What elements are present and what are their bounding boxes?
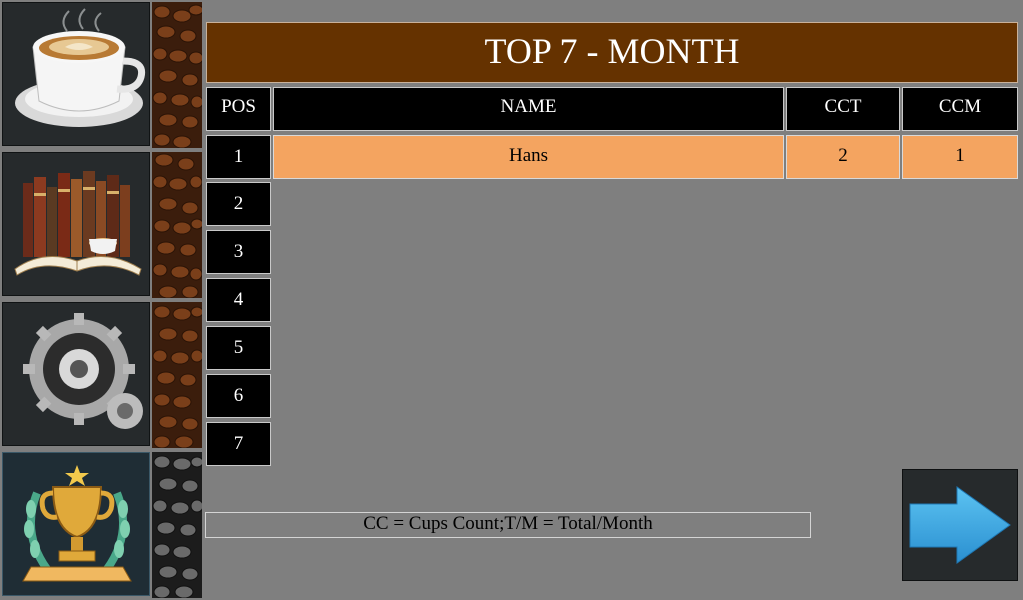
coffee-beans-strip [152,452,202,598]
coffee-nav-button[interactable] [2,2,150,146]
position-cell: 5 [206,326,271,370]
settings-nav-button[interactable] [2,302,150,446]
coffee-cup-icon [3,3,151,147]
column-header-ccm: CCM [902,87,1018,131]
library-nav-button[interactable] [2,152,150,296]
leaderboard-ccm-cell: 1 [902,135,1018,179]
position-cell: 2 [206,182,271,226]
sidebar [0,0,205,600]
trophy-icon [3,453,151,597]
coffee-beans-strip [152,2,202,148]
next-page-button[interactable] [902,469,1018,581]
column-header-name: NAME [273,87,784,131]
arrow-right-icon [903,470,1017,580]
page-title: TOP 7 - MONTH [206,22,1018,83]
gears-icon [3,303,151,447]
position-cell: 1 [206,135,271,179]
coffee-beans-strip [152,302,202,448]
books-icon [3,153,151,297]
position-cell: 6 [206,374,271,418]
legend-text: CC = Cups Count;T/M = Total/Month [205,512,811,538]
column-header-pos: POS [206,87,271,131]
leaderboard-nav-button[interactable] [2,452,150,596]
leaderboard-name-cell: Hans [273,135,784,179]
position-cell: 7 [206,422,271,466]
position-cell: 3 [206,230,271,274]
coffee-beans-strip [152,152,202,298]
leaderboard-cct-cell: 2 [786,135,900,179]
column-header-cct: CCT [786,87,900,131]
position-cell: 4 [206,278,271,322]
